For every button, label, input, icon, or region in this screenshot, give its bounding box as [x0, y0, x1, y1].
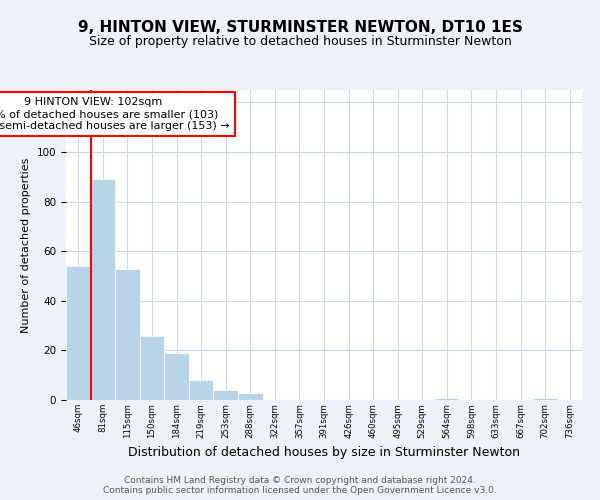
Bar — [189, 380, 214, 400]
Text: Size of property relative to detached houses in Sturminster Newton: Size of property relative to detached ho… — [89, 35, 511, 48]
Bar — [533, 398, 557, 400]
Bar — [115, 268, 140, 400]
Text: Contains HM Land Registry data © Crown copyright and database right 2024.
Contai: Contains HM Land Registry data © Crown c… — [103, 476, 497, 495]
Bar — [140, 336, 164, 400]
Text: 9, HINTON VIEW, STURMINSTER NEWTON, DT10 1ES: 9, HINTON VIEW, STURMINSTER NEWTON, DT10… — [77, 20, 523, 35]
Bar — [238, 392, 263, 400]
Text: 9 HINTON VIEW: 102sqm
← 40% of detached houses are smaller (103)
60% of semi-det: 9 HINTON VIEW: 102sqm ← 40% of detached … — [0, 98, 229, 130]
Bar — [164, 353, 189, 400]
Bar — [66, 266, 91, 400]
Bar — [214, 390, 238, 400]
Bar — [91, 180, 115, 400]
Y-axis label: Number of detached properties: Number of detached properties — [21, 158, 31, 332]
X-axis label: Distribution of detached houses by size in Sturminster Newton: Distribution of detached houses by size … — [128, 446, 520, 459]
Bar — [434, 398, 459, 400]
